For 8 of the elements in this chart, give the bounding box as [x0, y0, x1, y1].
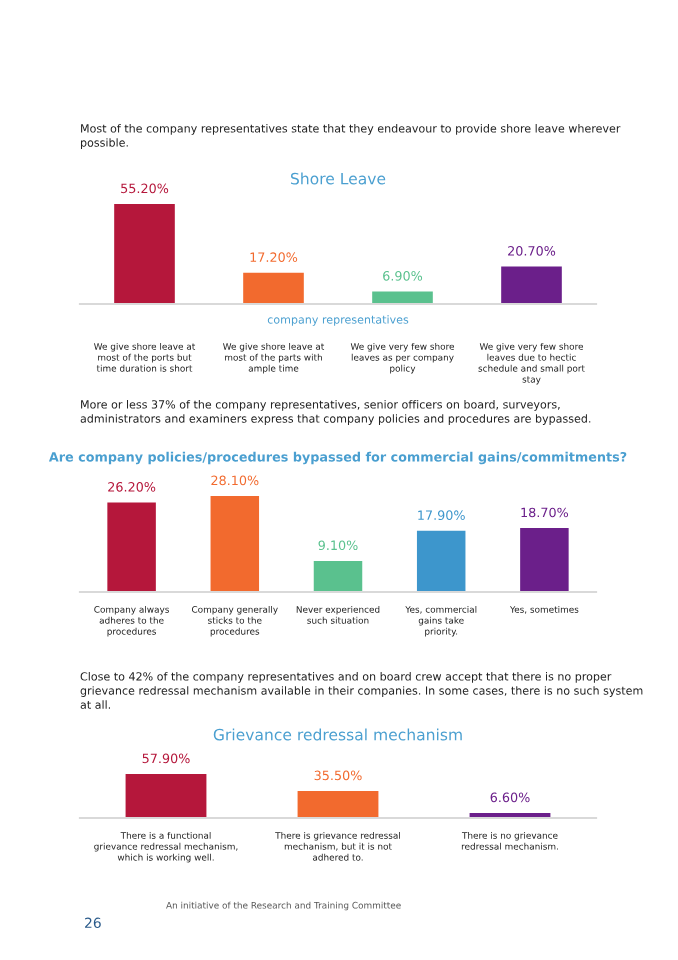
bar [243, 272, 304, 304]
bar [107, 502, 156, 592]
bar [313, 560, 363, 592]
bar [520, 528, 569, 592]
bar [416, 530, 466, 592]
bar [114, 204, 175, 304]
bar [210, 496, 260, 592]
bar [501, 266, 562, 304]
